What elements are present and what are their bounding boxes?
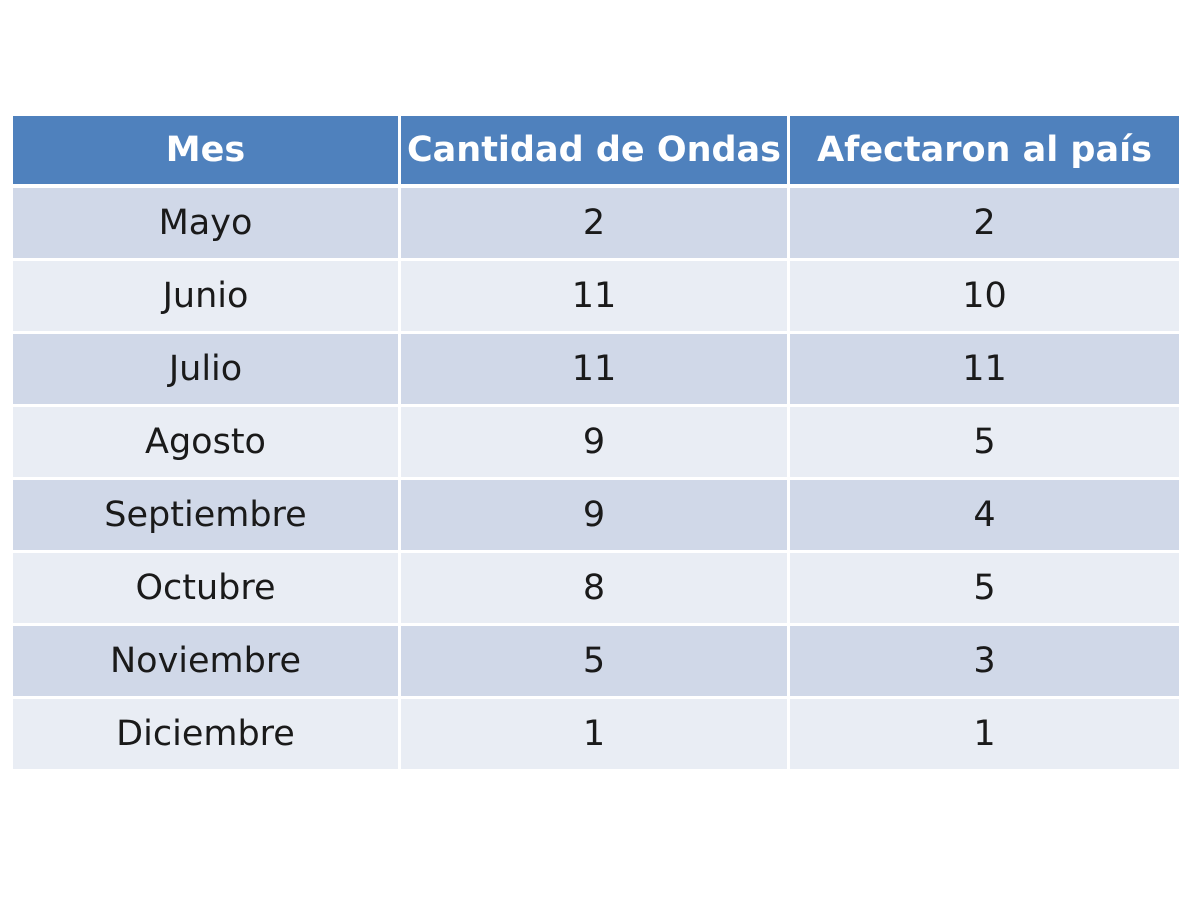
cell-affected: 5 bbox=[790, 553, 1179, 626]
cell-month: Julio bbox=[13, 334, 401, 407]
table-row: Noviembre 5 3 bbox=[13, 626, 1179, 699]
cell-wave-count: 2 bbox=[401, 188, 790, 261]
cell-month: Noviembre bbox=[13, 626, 401, 699]
cell-month: Diciembre bbox=[13, 699, 401, 772]
header-wave-count: Cantidad de Ondas bbox=[401, 116, 790, 188]
table-row: Mayo 2 2 bbox=[13, 188, 1179, 261]
header-row: Mes Cantidad de Ondas Afectaron al país bbox=[13, 116, 1179, 188]
header-month: Mes bbox=[13, 116, 401, 188]
cell-affected: 3 bbox=[790, 626, 1179, 699]
cell-month: Octubre bbox=[13, 553, 401, 626]
header-affected-country: Afectaron al país bbox=[790, 116, 1179, 188]
cell-wave-count: 5 bbox=[401, 626, 790, 699]
table-row: Octubre 8 5 bbox=[13, 553, 1179, 626]
cell-affected: 10 bbox=[790, 261, 1179, 334]
cell-wave-count: 8 bbox=[401, 553, 790, 626]
cell-affected: 11 bbox=[790, 334, 1179, 407]
cell-month: Junio bbox=[13, 261, 401, 334]
cell-affected: 5 bbox=[790, 407, 1179, 480]
cell-affected: 1 bbox=[790, 699, 1179, 772]
cell-wave-count: 1 bbox=[401, 699, 790, 772]
cell-wave-count: 9 bbox=[401, 407, 790, 480]
table-row: Julio 11 11 bbox=[13, 334, 1179, 407]
cell-month: Mayo bbox=[13, 188, 401, 261]
table-row: Diciembre 1 1 bbox=[13, 699, 1179, 772]
cell-month: Septiembre bbox=[13, 480, 401, 553]
cell-month: Agosto bbox=[13, 407, 401, 480]
cell-wave-count: 11 bbox=[401, 261, 790, 334]
waves-table: Mes Cantidad de Ondas Afectaron al país … bbox=[13, 116, 1179, 772]
table-row: Junio 11 10 bbox=[13, 261, 1179, 334]
table-row: Agosto 9 5 bbox=[13, 407, 1179, 480]
cell-wave-count: 9 bbox=[401, 480, 790, 553]
table-row: Septiembre 9 4 bbox=[13, 480, 1179, 553]
cell-affected: 2 bbox=[790, 188, 1179, 261]
cell-affected: 4 bbox=[790, 480, 1179, 553]
cell-wave-count: 11 bbox=[401, 334, 790, 407]
